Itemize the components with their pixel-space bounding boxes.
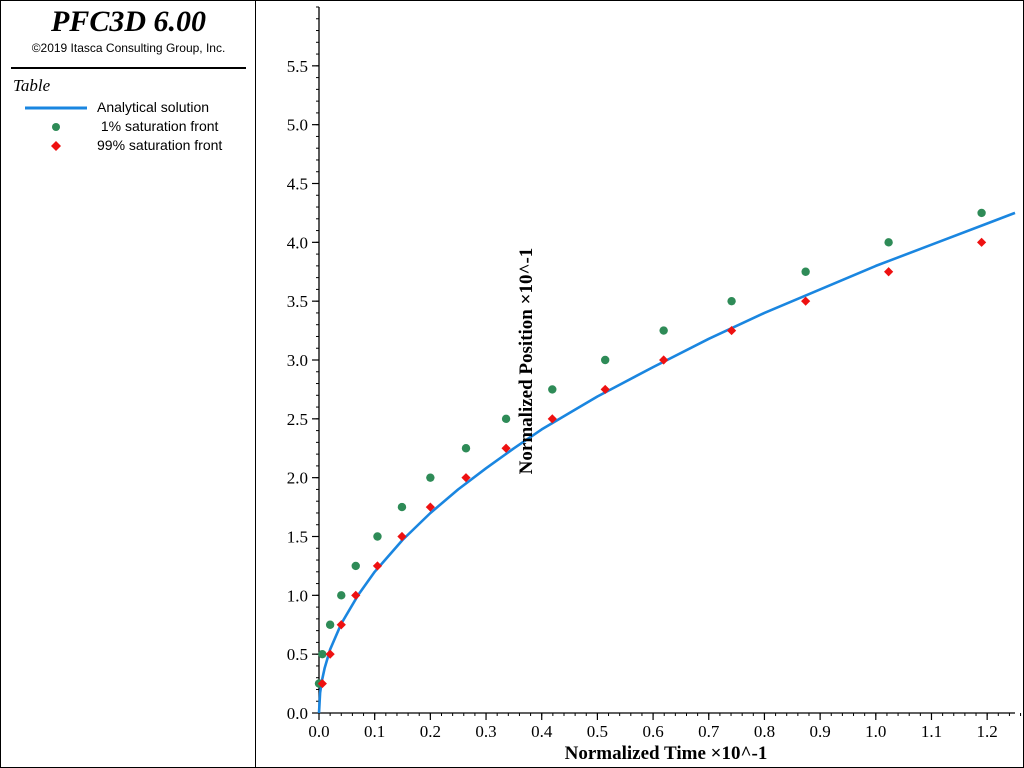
y-tick-label: 1.5 — [287, 528, 308, 547]
ninety-nine-percent-point — [600, 384, 610, 395]
x-tick-label: 1.1 — [921, 722, 942, 741]
one-percent-point — [325, 620, 335, 629]
sidebar-divider — [11, 67, 246, 69]
y-tick-label: 2.5 — [287, 410, 308, 429]
one-percent-point — [659, 326, 668, 335]
circle-marker-icon — [52, 123, 60, 131]
y-tick-label: 3.5 — [287, 292, 308, 311]
x-tick-label: 0.7 — [698, 722, 720, 741]
one-percent-point — [373, 532, 382, 541]
x-axis-label: Normalized Time ×10^-1 — [565, 743, 768, 764]
ninety-nine-percent-point — [397, 531, 407, 542]
one-percent-point — [801, 267, 810, 276]
ninety-nine-percent-point — [976, 237, 987, 247]
x-tick-label: 0.6 — [642, 722, 663, 741]
app-title: PFC3D 6.00 — [50, 5, 206, 38]
x-tick-label: 0.3 — [475, 722, 496, 741]
ninety-nine-percent-point — [659, 355, 669, 365]
legend-heading: Table — [13, 76, 51, 95]
y-tick-label: 5.5 — [287, 57, 308, 76]
ninety-nine-percent-point — [801, 296, 811, 306]
diamond-marker-icon — [51, 141, 61, 151]
y-tick-label: 5.0 — [287, 116, 308, 135]
y-tick-label: 1.0 — [287, 586, 308, 605]
y-tick-label: 3.0 — [287, 351, 308, 370]
x-tick-label: 0.2 — [420, 722, 441, 741]
legend-label: 1% saturation front — [97, 118, 219, 134]
y-tick-label: 2.0 — [287, 469, 308, 488]
one-percent-point — [884, 238, 893, 247]
ninety-nine-percent-point — [884, 267, 894, 277]
x-tick-label: 0.1 — [364, 722, 385, 741]
x-tick-label: 1.0 — [865, 722, 886, 741]
legend-label: Analytical solution — [97, 99, 210, 115]
ninety-nine-percent-point — [547, 414, 557, 424]
one-percent-point — [727, 296, 736, 306]
analytical-solution-line — [317, 211, 1016, 714]
one-percent-point — [461, 444, 471, 453]
chart-canvas: 0.0 0.1 0.2 0.3 0.4 0.5 0.6 0.7 0.8 0.9 1.0 1.1 1.2 0… — [287, 6, 1022, 764]
one-percent-point — [318, 649, 327, 659]
ninety-nine-percent-point — [372, 561, 383, 571]
one-percent-point — [426, 473, 435, 482]
legend-item-analytical: Analytical solution — [21, 98, 251, 116]
one-percent-point — [600, 355, 610, 365]
legend-item-ninety-nine-percent: 99% saturation front — [21, 136, 251, 154]
x-tick-label: 0.8 — [754, 722, 775, 741]
x-tick-label: 0.0 — [308, 722, 329, 741]
one-percent-point — [977, 208, 986, 218]
chart-marks — [314, 208, 1016, 714]
one-percent-point — [337, 591, 346, 600]
one-percent-point — [548, 385, 557, 394]
legend-label: 99% saturation front — [97, 137, 223, 153]
y-axis-label: Normalized Position ×10^-1 — [516, 248, 537, 475]
y-tick-label: 4.0 — [287, 233, 308, 252]
x-tick-label: 0.9 — [809, 722, 830, 741]
legend-panel: PFC3D 6.00 ©2019 Itasca Consulting Group… — [1, 1, 256, 767]
y-tick-label: 0.0 — [287, 704, 308, 723]
one-percent-point — [351, 561, 360, 571]
one-percent-point — [397, 502, 407, 512]
y-tick-label: 0.5 — [287, 645, 308, 664]
ninety-nine-percent-point — [726, 325, 737, 336]
x-tick-label: 0.4 — [531, 722, 553, 741]
y-tick-label: 4.5 — [287, 175, 308, 194]
x-tick-label: 1.2 — [977, 722, 998, 741]
x-tick-label: 0.5 — [587, 722, 608, 741]
legend-item-one-percent: 1% saturation front — [21, 117, 251, 135]
axes: 0.0 0.1 0.2 0.3 0.4 0.5 0.6 0.7 0.8 0.9 1.0 1.1 1.2 0… — [287, 6, 1022, 741]
one-percent-point — [501, 414, 511, 424]
copyright-notice: ©2019 Itasca Consulting Group, Inc. — [31, 41, 226, 55]
line-marker-icon — [25, 106, 87, 110]
